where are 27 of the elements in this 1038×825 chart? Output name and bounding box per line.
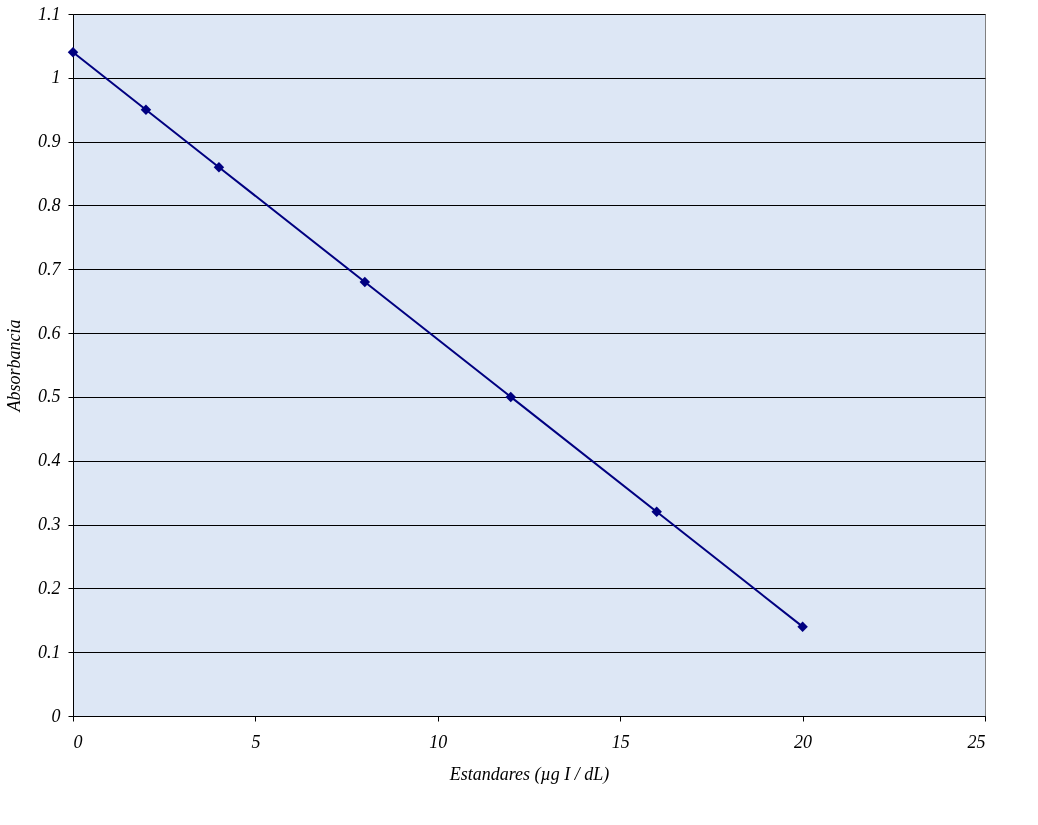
y-tick-label: 0.9 xyxy=(38,131,61,152)
point xyxy=(67,47,79,58)
x-tick-label: 25 xyxy=(967,731,986,752)
point xyxy=(797,621,808,632)
x-tick-label: 10 xyxy=(429,731,448,752)
point xyxy=(651,506,662,518)
x-axis-title: Estandares (µg I / dL) xyxy=(448,763,610,785)
x-tick-label: 20 xyxy=(794,731,813,752)
point xyxy=(213,161,225,173)
x-tick-label: 15 xyxy=(611,731,630,752)
x-tick-label: 0 xyxy=(73,731,83,752)
point xyxy=(505,391,516,403)
point xyxy=(359,276,371,288)
y-tick-label: 0.4 xyxy=(38,450,61,471)
y-tick-label: 0 xyxy=(51,705,61,726)
point xyxy=(140,104,152,115)
y-axis-title: Absorbancia xyxy=(4,319,24,413)
y-tick-label: 0.6 xyxy=(38,322,61,343)
y-tick-label: 1.1 xyxy=(38,3,61,24)
y-tick-label: 0.8 xyxy=(38,194,61,215)
y-tick-label: 0.3 xyxy=(38,514,61,535)
y-tick-label: 0.1 xyxy=(38,641,61,662)
y-tick-label: 0.5 xyxy=(38,386,61,407)
y-tick-label: 0.2 xyxy=(38,577,61,598)
y-tick-label: 0.7 xyxy=(38,258,62,279)
x-tick-label: 5 xyxy=(251,731,261,752)
y-tick-label: 1 xyxy=(51,67,61,88)
